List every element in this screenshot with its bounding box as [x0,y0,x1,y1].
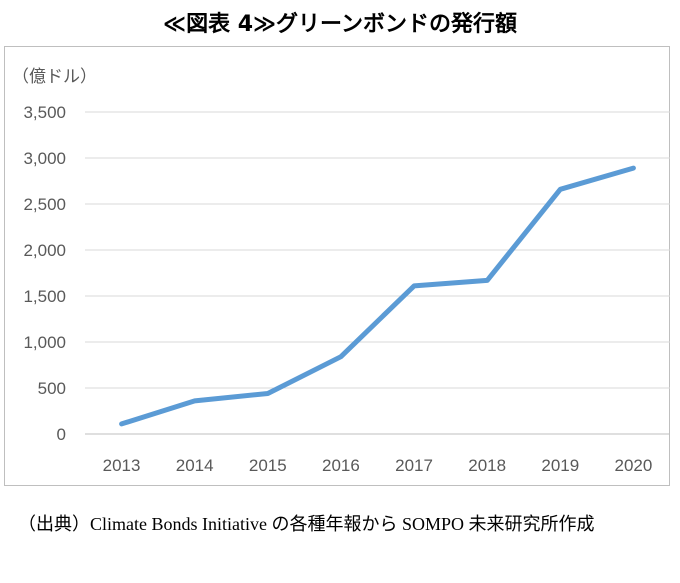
x-tick-label: 2015 [249,456,287,475]
y-tick-label: 2,500 [23,195,66,214]
x-tick-label: 2013 [103,456,141,475]
series-lines [119,165,636,427]
x-tick-label: 2017 [395,456,433,475]
series-line [119,165,636,427]
source-note: （出典）Climate Bonds Initiative の各種年報から SOM… [18,514,595,534]
y-tick-label: 0 [57,425,66,444]
y-unit-label: （億ドル） [12,67,97,86]
x-tick-labels: 2013 2014 2015 2016 2017 2018 2019 2020 [103,456,653,475]
y-tick-label: 2,000 [23,241,66,260]
y-tick-label: 3,500 [23,103,66,122]
chart-frame [4,46,670,486]
x-tick-label: 2018 [468,456,506,475]
x-tick-label: 2014 [176,456,214,475]
x-tick-label: 2020 [615,456,653,475]
gridlines [85,111,670,435]
x-tick-label: 2016 [322,456,360,475]
chart-title: ≪図表 4≫グリーンボンドの発行額 [163,12,517,37]
y-tick-label: 3,000 [23,149,66,168]
y-tick-labels: 0 500 1,000 1,500 2,000 2,500 3,000 3,500 [23,103,66,444]
y-tick-label: 1,000 [23,333,66,352]
y-tick-label: 1,500 [23,287,66,306]
x-tick-label: 2019 [541,456,579,475]
y-tick-label: 500 [38,379,66,398]
